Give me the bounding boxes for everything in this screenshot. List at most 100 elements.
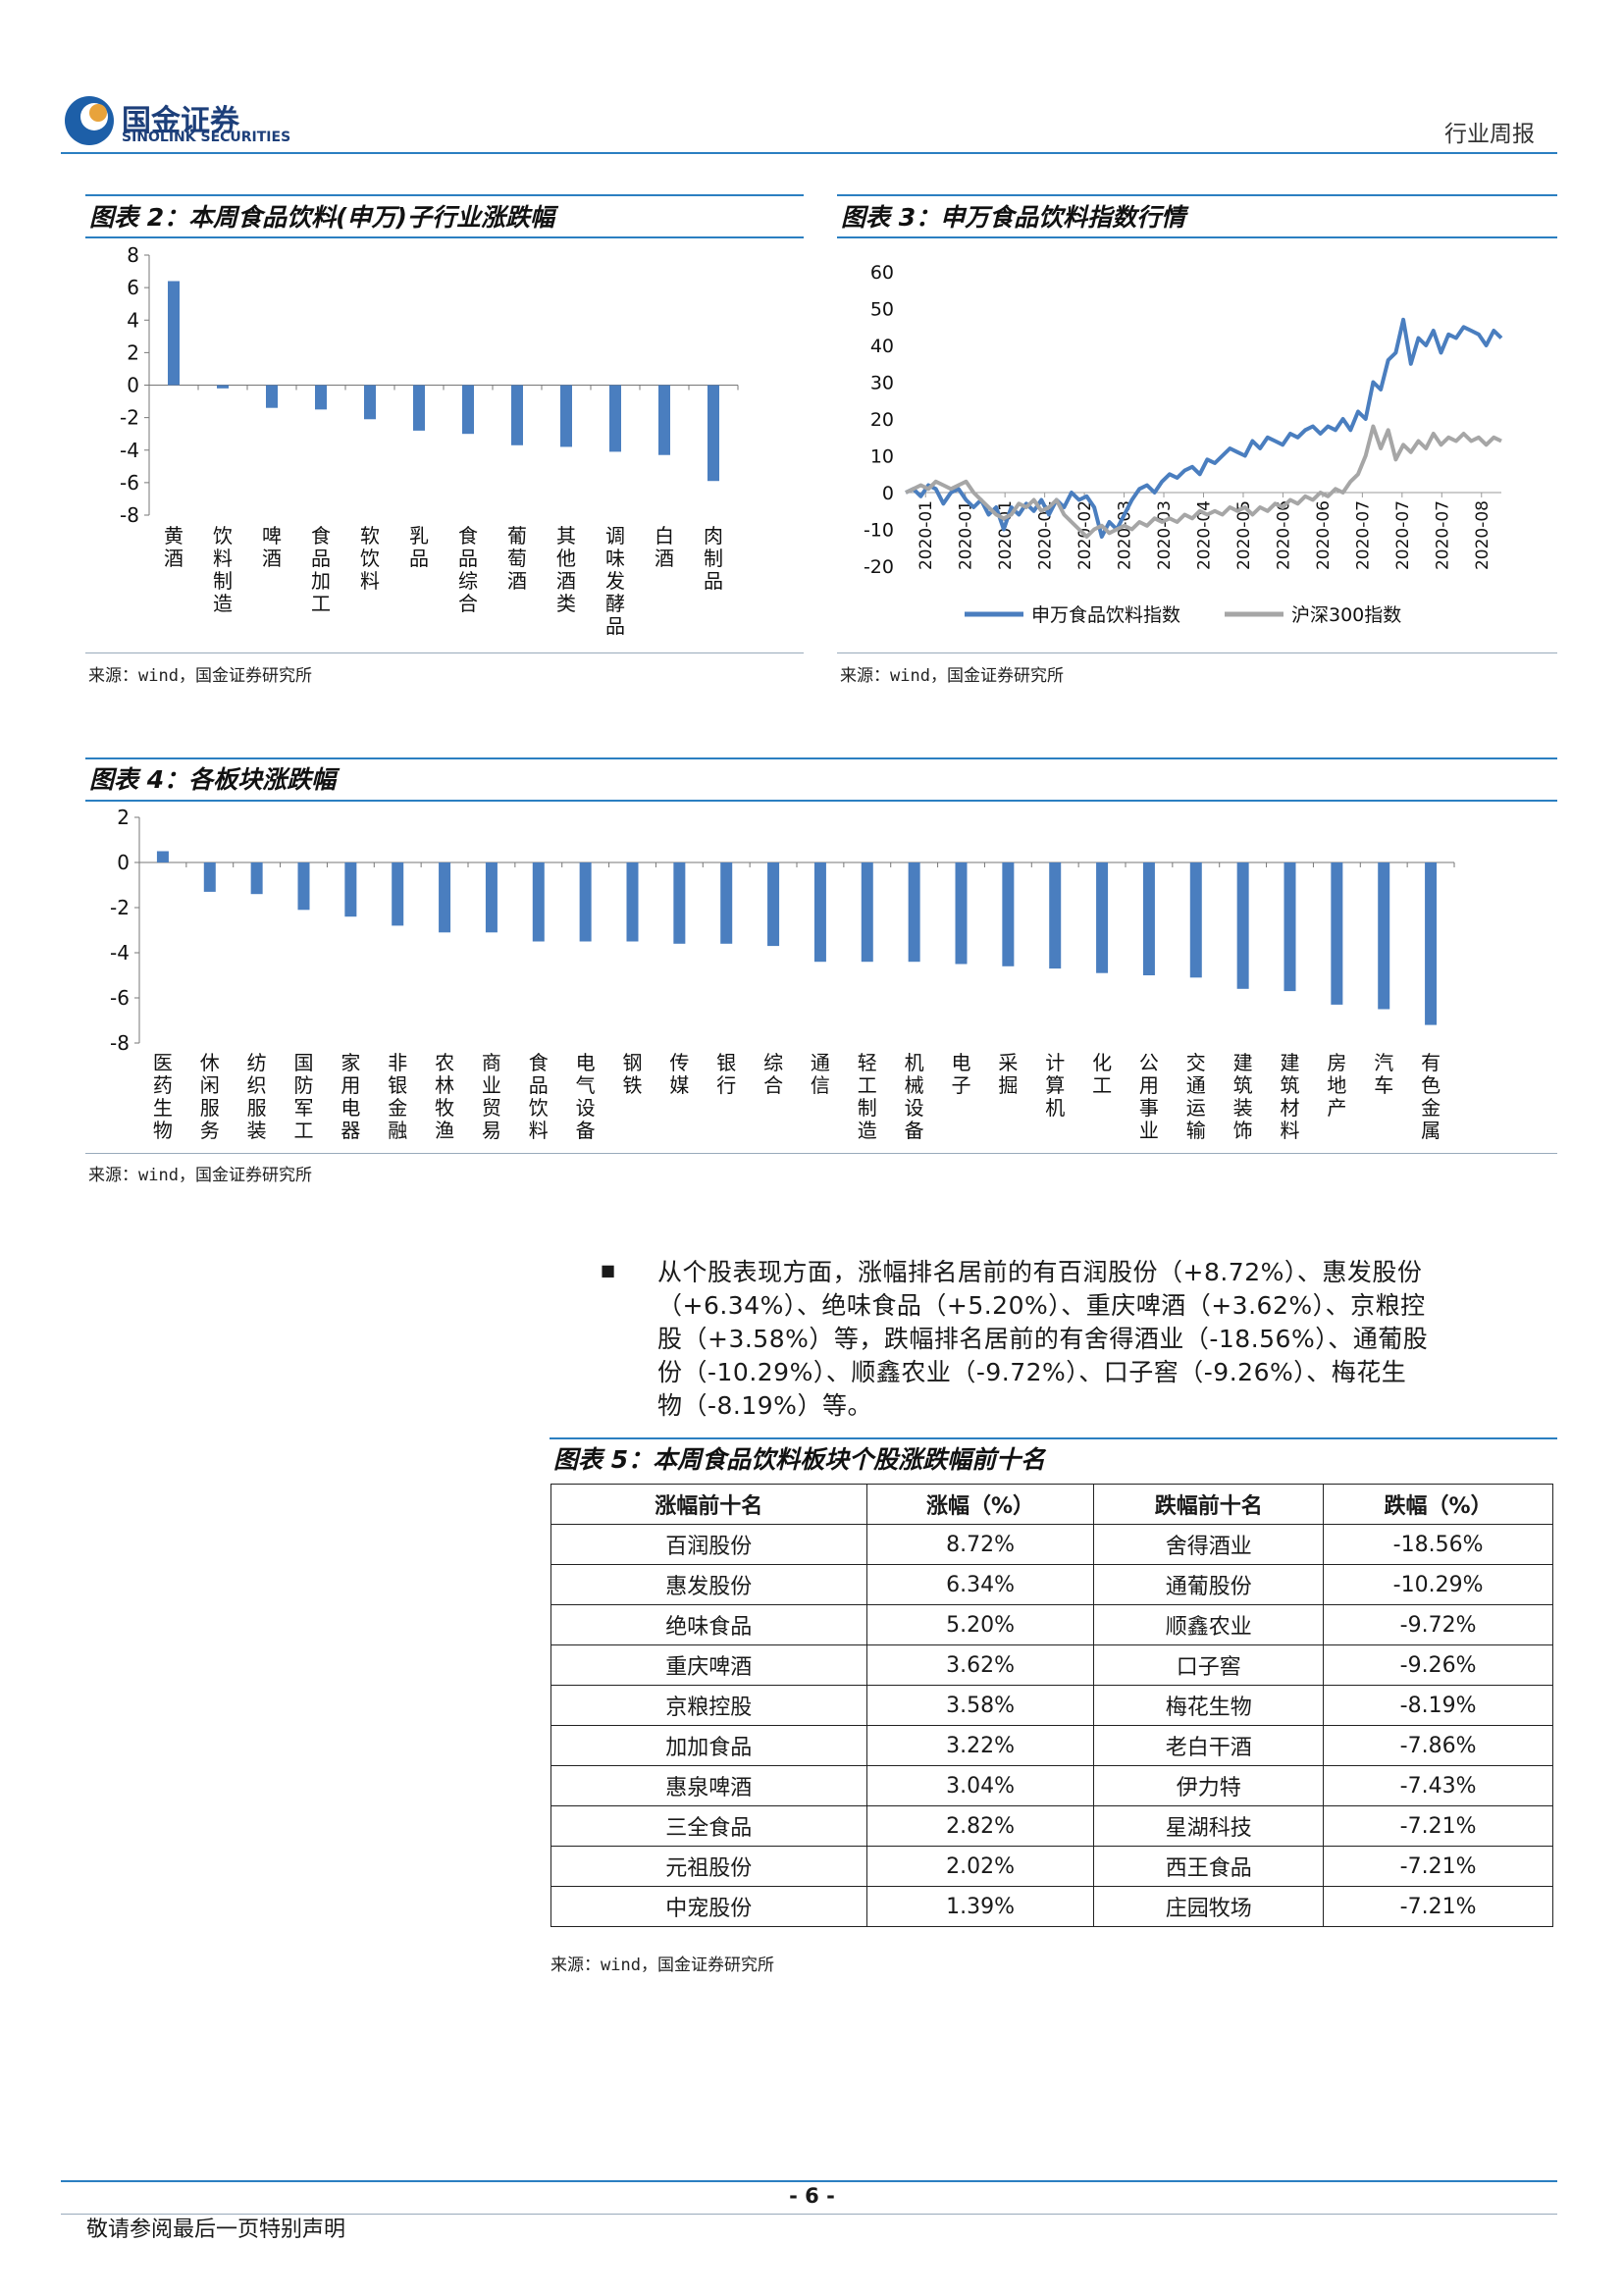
x-tick-label: 2020-03 <box>1116 500 1135 570</box>
table-cell: -8.19% <box>1323 1685 1553 1726</box>
page-number: - 6 - <box>789 2184 835 2208</box>
category-label: 计算机 <box>1045 1051 1065 1120</box>
series-line <box>905 424 1502 539</box>
y-tick-label: 2 <box>127 340 139 364</box>
x-tick-label: 2020-07 <box>1353 500 1373 570</box>
legend-label: 沪深300指数 <box>1291 604 1401 626</box>
fig2-title-rule <box>85 236 804 238</box>
table-row: 百润股份 8.72% 舍得酒业 -18.56% <box>550 1524 1553 1565</box>
bar <box>1049 862 1062 969</box>
fig4-title: 图表 4：各板块涨跌幅 <box>89 765 337 794</box>
table-cell: 加加食品 <box>550 1725 867 1766</box>
bar <box>861 862 873 963</box>
category-label: 饮料制造 <box>213 524 233 615</box>
bar <box>156 851 169 862</box>
bar <box>673 862 686 944</box>
fig4-source: 来源：wind，国金证券研究所 <box>88 1166 312 1185</box>
category-label: 调味发酵品 <box>605 524 625 638</box>
category-label: 机械设备 <box>905 1051 924 1142</box>
paragraph-line: 股（+3.58%）等，跌幅排名居前的有舍得酒业（-18.56%）、通葡股 <box>657 1325 1429 1353</box>
bar <box>1378 862 1390 1010</box>
fig5-top-rule <box>550 1437 1557 1439</box>
bar <box>579 862 592 942</box>
paragraph-line: 份（-10.29%）、顺鑫农业（-9.72%）、口子窖（-9.26%）、梅花生 <box>657 1358 1407 1386</box>
bar <box>511 385 523 445</box>
y-tick-label: 30 <box>870 373 894 394</box>
series-line <box>905 317 1503 539</box>
table-cell: 顺鑫农业 <box>1093 1604 1325 1645</box>
table-header-cell: 涨幅（%） <box>865 1484 1095 1525</box>
y-tick-label: 20 <box>870 409 894 431</box>
bar <box>1189 862 1202 978</box>
bar <box>462 385 474 435</box>
bar <box>908 862 920 963</box>
fig4-title-rule <box>85 800 1557 802</box>
y-tick-label: 2 <box>117 806 130 829</box>
table-cell: 舍得酒业 <box>1093 1524 1325 1565</box>
fig3-source: 来源：wind，国金证券研究所 <box>840 666 1064 686</box>
sector-change-chart: 2 0 -2 -4 -6 -8 医药生物 休闲服务 纺织服装 国防军工 家用电器 非银金融 农林牧渔 商业… <box>110 806 1455 1142</box>
bar <box>1331 862 1343 1005</box>
logo-en: SINOLINK SECURITIES <box>122 130 291 145</box>
category-label: 交通运输 <box>1186 1051 1206 1142</box>
fig5-title: 图表 5：本周食品饮料板块个股涨跌幅前十名 <box>553 1445 1046 1474</box>
footer-rule-2 <box>61 2214 1557 2215</box>
bar <box>315 385 327 410</box>
table-cell: -18.56% <box>1323 1524 1553 1565</box>
table-row: 绝味食品 5.20% 顺鑫农业 -9.72% <box>550 1604 1553 1645</box>
table-cell: -7.21% <box>1323 1846 1553 1887</box>
paragraph-line: （+6.34%）、绝味食品（+5.20%）、重庆啤酒（+3.62%）、京粮控 <box>657 1291 1426 1320</box>
bar <box>955 862 968 965</box>
bar <box>813 862 826 963</box>
y-tick-label: 60 <box>870 262 894 284</box>
table-cell: 3.58% <box>865 1685 1095 1726</box>
bar <box>1002 862 1015 966</box>
fig3-title-rule <box>837 236 1557 238</box>
table-cell: 京粮控股 <box>550 1685 867 1726</box>
bar <box>266 385 278 408</box>
x-tick-label: 2020-01 <box>917 500 936 570</box>
fig4-top-rule <box>85 757 1557 759</box>
table-header-row: 涨幅前十名 涨幅（%） 跌幅前十名 跌幅（%） <box>550 1484 1553 1525</box>
category-label: 房地产 <box>1327 1051 1346 1120</box>
logo-cn: 国金证券 <box>122 104 239 138</box>
fig2-title: 图表 2：本周食品饮料(申万)子行业涨跌幅 <box>89 203 554 232</box>
table-cell: -7.43% <box>1323 1765 1553 1806</box>
table-cell: -7.21% <box>1323 1805 1553 1847</box>
table-row: 三全食品 2.82% 星湖科技 -7.21% <box>550 1805 1553 1847</box>
y-tick-label: -4 <box>110 941 130 965</box>
x-tick-label: 2020-08 <box>1473 500 1493 570</box>
table-cell: 3.22% <box>865 1725 1095 1766</box>
stock-performance-paragraph: 从个股表现方面，涨幅排名居前的有百润股份（+8.72%）、惠发股份 （+6.34… <box>657 1256 1545 1423</box>
category-label: 食品加工 <box>311 524 331 615</box>
table-cell: 庄园牧场 <box>1093 1886 1325 1927</box>
bar <box>364 385 376 420</box>
fig2-bottom-rule <box>85 652 804 653</box>
category-label: 农林牧渔 <box>435 1051 454 1142</box>
table-row: 京粮控股 3.58% 梅花生物 -8.19% <box>550 1685 1553 1726</box>
category-label: 建筑装饰 <box>1233 1051 1253 1142</box>
table-cell: 老白干酒 <box>1093 1725 1325 1766</box>
category-label: 电子 <box>952 1051 971 1097</box>
bar <box>1283 862 1296 992</box>
y-tick-label: -6 <box>120 471 139 495</box>
y-tick-label: 0 <box>117 851 130 874</box>
x-tick-label: 2020-02 <box>1036 500 1056 570</box>
table-cell: 惠发股份 <box>550 1564 867 1605</box>
category-label: 食品综合 <box>458 524 478 615</box>
table-cell: 1.39% <box>865 1886 1095 1927</box>
bar <box>297 862 310 911</box>
bar <box>1425 862 1438 1025</box>
y-tick-label: 0 <box>882 483 894 504</box>
y-tick-label: 40 <box>870 336 894 357</box>
bar <box>413 385 425 431</box>
subindustry-change-chart: 8 6 4 2 0 -2 -4 -6 -8 黄酒 饮料制造 啤酒 食品加工 软饮料 乳品 食品综合 葡萄酒 其他酒… <box>120 243 739 638</box>
category-label: 采掘 <box>998 1051 1018 1097</box>
bar <box>217 385 229 389</box>
table-cell: -10.29% <box>1323 1564 1553 1605</box>
table-cell: 重庆啤酒 <box>550 1644 867 1686</box>
table-cell: 三全食品 <box>550 1805 867 1847</box>
report-type: 行业周报 <box>1444 122 1535 147</box>
bar <box>720 862 733 944</box>
